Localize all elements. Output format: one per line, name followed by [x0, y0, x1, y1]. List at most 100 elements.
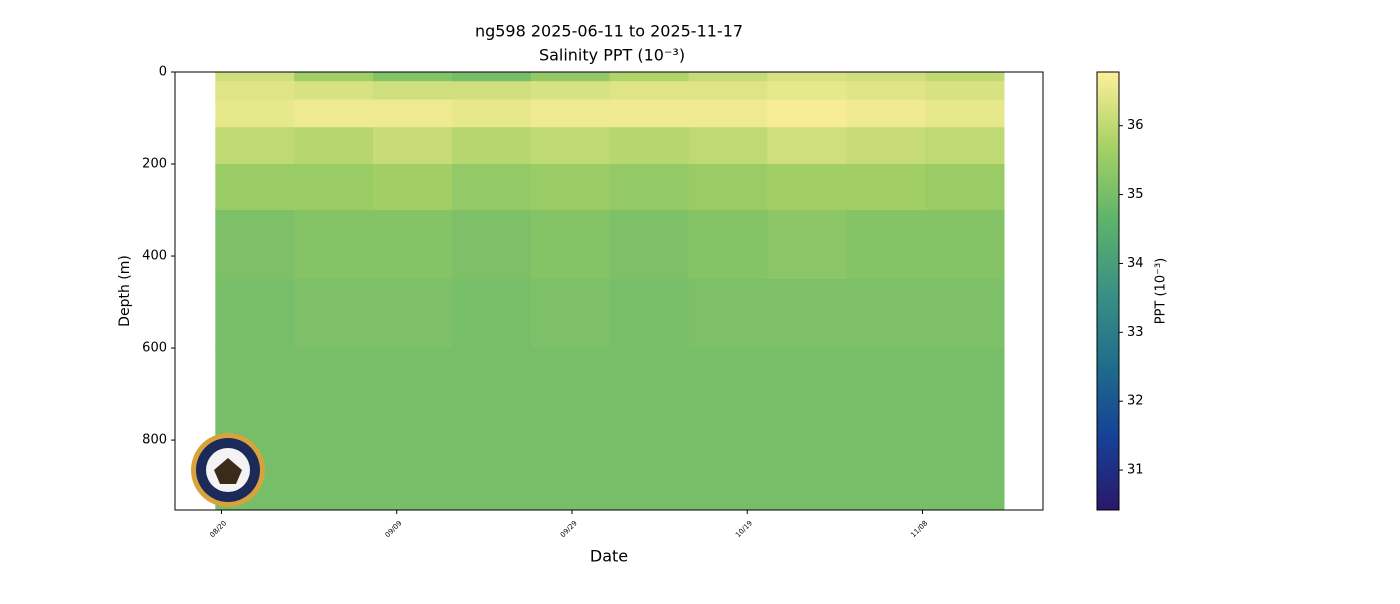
heatmap-cell	[530, 279, 611, 349]
y-tick-label: 600	[142, 341, 167, 356]
heatmap-cell	[688, 348, 768, 441]
heatmap-cell	[846, 81, 926, 101]
heatmap-cell	[294, 72, 374, 82]
heatmap-cell	[451, 210, 532, 280]
heatmap-cell	[530, 348, 611, 441]
heatmap-cell	[609, 99, 690, 128]
heatmap-cell	[215, 164, 295, 211]
heatmap-cell	[294, 279, 374, 349]
heatmap-cell	[609, 348, 690, 441]
heatmap-cell	[215, 348, 295, 441]
heatmap-cell	[451, 279, 532, 349]
heatmap-cell	[767, 81, 847, 101]
heatmap-cell	[609, 440, 690, 510]
heatmap-cell	[688, 72, 768, 82]
heatmap-cell	[373, 127, 453, 165]
y-tick-label: 800	[142, 433, 167, 448]
heatmap-cell	[767, 72, 847, 82]
heatmap-cell	[451, 348, 532, 441]
heatmap-cell	[530, 210, 611, 280]
heatmap-cell	[925, 440, 1005, 510]
heatmap-cell	[373, 348, 453, 441]
heatmap-cell	[530, 99, 611, 128]
heatmap-cell	[846, 348, 926, 441]
heatmap-cell	[846, 279, 926, 349]
heatmap-cell	[767, 279, 847, 349]
heatmap-cell	[294, 127, 374, 165]
heatmap-cell	[846, 440, 926, 510]
plot-area: 0 200 400 600 800 08/20 09/09 09/29 10/19 11/08	[142, 65, 1044, 539]
heatmap-cell	[294, 440, 374, 510]
heatmap-cell	[373, 72, 453, 82]
heatmap-cell	[767, 210, 847, 280]
heatmap-cell	[373, 210, 453, 280]
heatmap-cell	[609, 127, 690, 165]
x-tick-label: 11/08	[909, 519, 929, 539]
heatmap-cell	[925, 81, 1005, 101]
heatmap-cell	[688, 440, 768, 510]
heatmap-cell	[688, 81, 768, 101]
heatmap-cell	[688, 99, 768, 128]
heatmap-cell	[294, 81, 374, 101]
colorbar-tick-label: 33	[1127, 325, 1144, 340]
heatmap-cell	[294, 210, 374, 280]
heatmap-cell	[846, 127, 926, 165]
heatmap-cell	[767, 164, 847, 211]
heatmap-cell	[294, 348, 374, 441]
heatmap-cell	[215, 99, 295, 128]
colorbar-tick-label: 36	[1127, 118, 1144, 133]
chart-subtitle: Salinity PPT (10⁻³)	[539, 46, 685, 65]
heatmap-cell	[609, 279, 690, 349]
heatmap-cell	[767, 440, 847, 510]
plot-frame	[174, 71, 1044, 511]
heatmap-cell	[373, 440, 453, 510]
heatmap-cell	[609, 72, 690, 82]
x-tick-label: 09/29	[559, 519, 579, 539]
colorbar-tick-label: 32	[1127, 394, 1144, 409]
heatmap-cell	[925, 210, 1005, 280]
heatmap-cell	[215, 210, 295, 280]
heatmap-cell	[451, 81, 532, 101]
heatmap-cell	[925, 127, 1005, 165]
chart-title: ng598 2025-06-11 to 2025-11-17	[475, 22, 743, 41]
heatmap-cell	[294, 164, 374, 211]
heatmap-cell	[215, 81, 295, 101]
y-axis-label: Depth (m)	[117, 255, 133, 327]
x-tick-label: 10/19	[734, 519, 754, 539]
colorbar-tick-label: 35	[1127, 187, 1144, 202]
heatmap-cell	[451, 127, 532, 165]
heatmap-cell	[530, 127, 611, 165]
colorbar	[1096, 71, 1120, 511]
heatmap-cell	[530, 440, 611, 510]
heatmap-cell	[530, 164, 611, 211]
y-tick-label: 200	[142, 157, 167, 172]
heatmap-cell	[530, 81, 611, 101]
heatmap-cell	[688, 279, 768, 349]
heatmap-cell	[451, 72, 532, 82]
heatmap-cell	[925, 164, 1005, 211]
heatmap-cell	[215, 72, 295, 82]
colorbar-tick-label: 34	[1127, 256, 1144, 271]
heatmap-cell	[688, 127, 768, 165]
heatmap-cell	[215, 127, 295, 165]
x-axis-label: Date	[590, 547, 628, 566]
heatmap-cell	[925, 348, 1005, 441]
heatmap-cell	[373, 81, 453, 101]
x-tick-label: 09/09	[384, 519, 404, 539]
heatmap-cell	[373, 279, 453, 349]
heatmap-cell	[688, 210, 768, 280]
heatmap-cell	[373, 99, 453, 128]
heatmap-cell	[451, 440, 532, 510]
heatmap-cell	[530, 72, 611, 82]
heatmap-cell	[215, 279, 295, 349]
heatmap-cell	[451, 99, 532, 128]
heatmap-cell	[767, 127, 847, 165]
heatmap-cell	[688, 164, 768, 211]
heatmap-cell	[373, 164, 453, 211]
navy-logo	[191, 433, 265, 507]
heatmap-cell	[609, 164, 690, 211]
heatmap-cell	[451, 164, 532, 211]
heatmap-cell	[925, 99, 1005, 128]
y-tick-label: 0	[159, 65, 167, 80]
